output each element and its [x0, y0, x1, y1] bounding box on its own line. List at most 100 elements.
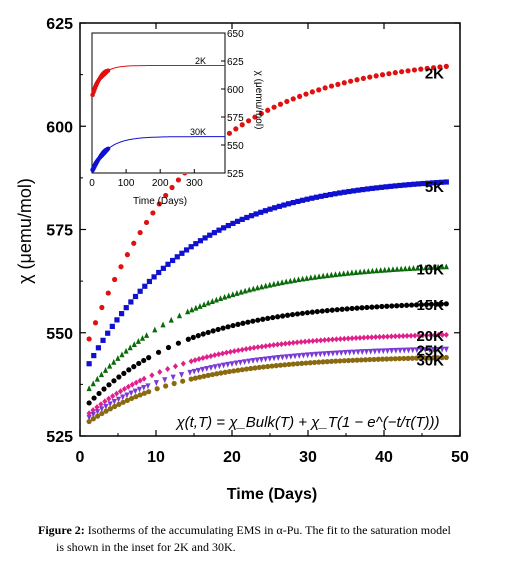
series-10K: [86, 263, 449, 392]
y-tick-label: 600: [46, 119, 73, 136]
data-point-25K: [351, 349, 357, 356]
data-point-30K: [112, 403, 118, 410]
data-point-10K: [217, 295, 224, 302]
data-point-10K: [373, 267, 380, 274]
data-point-5K: [253, 211, 259, 217]
data-point-20K: [223, 349, 230, 356]
data-point-25K: [284, 354, 290, 361]
inset-y-tick-label: 550: [227, 141, 244, 152]
data-point-10K: [139, 335, 146, 341]
data-point-10K: [135, 338, 141, 344]
data-point-25K: [124, 392, 130, 399]
data-point-30K: [192, 375, 199, 381]
data-point-15K: [299, 310, 306, 316]
data-point-5K: [383, 184, 389, 190]
data-point-30K: [316, 359, 322, 365]
inset-x-tick-label: 200: [152, 178, 169, 189]
data-point-5K: [86, 361, 92, 367]
data-point-2K: [297, 93, 303, 100]
data-point-25K: [326, 350, 332, 357]
data-point-30K: [171, 380, 177, 387]
data-point-2K: [373, 73, 379, 79]
data-point-20K: [271, 342, 277, 349]
data-point-5K: [420, 180, 426, 187]
data-point-5K: [165, 261, 171, 267]
data-point-5K: [392, 183, 398, 189]
data-point-30K: [163, 383, 169, 389]
data-point-10K: [291, 277, 298, 283]
data-point-25K: [330, 350, 336, 357]
data-point-2K: [328, 83, 335, 89]
data-point-30K: [418, 355, 424, 361]
data-point-25K: [305, 352, 311, 359]
data-point-20K: [243, 346, 249, 353]
data-point-20K: [282, 340, 288, 347]
data-point-30K: [252, 365, 258, 371]
data-point-30K: [396, 355, 403, 362]
data-point-10K: [185, 308, 191, 315]
data-point-5K: [91, 352, 97, 359]
data-point-25K: [363, 348, 370, 355]
data-point-2K: [379, 72, 386, 78]
data-point-20K: [302, 338, 308, 345]
data-point-30K: [226, 368, 233, 375]
data-point-20K: [329, 336, 336, 343]
data-point-5K: [313, 194, 320, 200]
inset-y-tick-label: 650: [227, 29, 244, 40]
data-point-30K: [345, 357, 352, 364]
data-point-15K: [111, 378, 117, 384]
data-point-25K: [426, 347, 433, 353]
inset-x-tick-label: 0: [89, 178, 95, 189]
caption-lead: Figure 2:: [38, 523, 85, 537]
data-point-25K: [313, 351, 319, 358]
data-point-15K: [116, 374, 122, 380]
data-point-15K: [245, 319, 251, 325]
data-point-20K: [290, 339, 296, 346]
data-point-5K: [211, 230, 217, 236]
data-point-25K: [376, 348, 382, 355]
data-point-5K: [216, 227, 222, 233]
data-point-5K: [341, 189, 347, 195]
data-point-10K: [189, 306, 195, 313]
data-point-25K: [107, 401, 113, 408]
inset-data-point-2K: [106, 68, 111, 73]
data-point-5K: [360, 186, 366, 193]
data-point-25K: [418, 347, 424, 354]
inset-data-point-30K: [106, 146, 111, 151]
data-point-15K: [240, 320, 246, 326]
data-point-2K: [156, 201, 162, 207]
data-point-10K: [127, 344, 133, 351]
data-point-20K: [121, 385, 128, 392]
data-point-25K: [384, 348, 391, 354]
data-point-25K: [103, 403, 109, 410]
data-point-10K: [382, 266, 388, 273]
data-point-5K: [225, 222, 231, 229]
data-point-5K: [174, 254, 180, 260]
data-point-20K: [325, 336, 332, 343]
data-point-15K: [255, 317, 261, 323]
inset-y-axis-label: χ (μemu/mol): [253, 71, 264, 130]
data-point-20K: [353, 335, 359, 342]
data-point-30K: [358, 357, 364, 363]
inset-series-labels: 2K 30K: [190, 56, 206, 137]
data-point-15K: [121, 370, 127, 376]
data-point-10K: [119, 351, 125, 358]
data-point-2K: [245, 118, 252, 124]
data-point-30K: [107, 406, 113, 412]
data-point-5K: [100, 337, 106, 343]
data-point-30K: [430, 355, 437, 361]
data-point-20K: [267, 342, 273, 349]
data-point-20K: [227, 348, 234, 355]
data-point-5K: [234, 218, 241, 224]
data-point-20K: [310, 337, 316, 344]
data-point-15K: [225, 324, 231, 330]
data-point-15K: [136, 360, 142, 367]
x-tick-label: 50: [451, 449, 469, 466]
data-point-2K: [265, 107, 271, 113]
series-label-2K: 2K: [425, 66, 444, 83]
series-15K: [86, 301, 449, 406]
data-point-5K: [299, 197, 306, 203]
data-point-30K: [197, 374, 203, 380]
data-point-25K: [170, 374, 176, 381]
data-point-10K: [386, 266, 392, 273]
